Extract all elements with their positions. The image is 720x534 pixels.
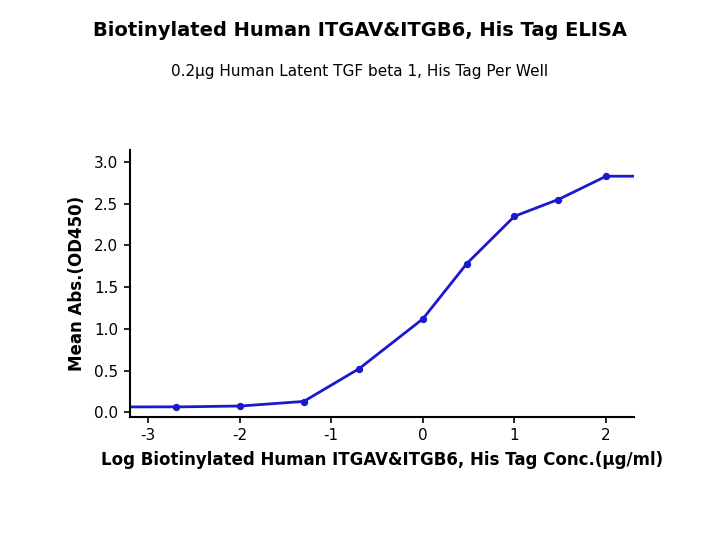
Y-axis label: Mean Abs.(OD450): Mean Abs.(OD450) <box>68 195 86 371</box>
Point <box>461 260 472 268</box>
Point <box>234 402 246 410</box>
X-axis label: Log Biotinylated Human ITGAV&ITGB6, His Tag Conc.(μg/ml): Log Biotinylated Human ITGAV&ITGB6, His … <box>101 451 662 469</box>
Point <box>417 315 428 323</box>
Point <box>509 212 521 221</box>
Text: 0.2μg Human Latent TGF beta 1, His Tag Per Well: 0.2μg Human Latent TGF beta 1, His Tag P… <box>171 64 549 79</box>
Point <box>552 195 564 204</box>
Text: Biotinylated Human ITGAV&ITGB6, His Tag ELISA: Biotinylated Human ITGAV&ITGB6, His Tag … <box>93 21 627 41</box>
Point <box>353 365 364 373</box>
Point <box>600 172 612 180</box>
Point <box>170 403 181 411</box>
Point <box>298 397 310 406</box>
